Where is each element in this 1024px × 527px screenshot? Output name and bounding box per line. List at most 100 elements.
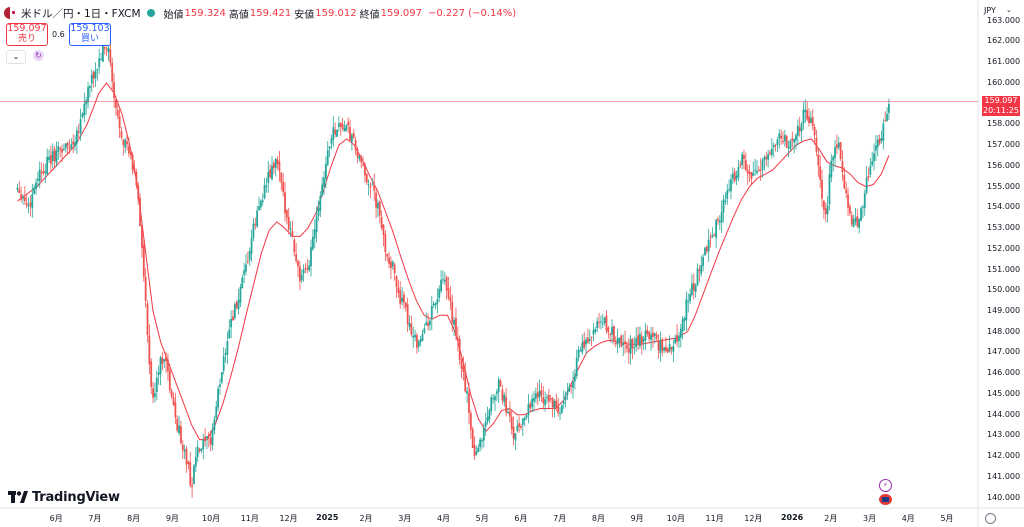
candle bbox=[75, 126, 78, 154]
candle-body bbox=[865, 177, 868, 193]
candle-body bbox=[280, 172, 283, 183]
currency-chevron-icon[interactable]: ⌄ bbox=[1006, 6, 1012, 14]
candle bbox=[516, 419, 519, 433]
candle-body bbox=[765, 156, 768, 159]
event-flag-icon[interactable] bbox=[879, 494, 892, 505]
candle-body bbox=[813, 126, 816, 136]
candle-body bbox=[263, 185, 266, 199]
candle bbox=[607, 325, 610, 339]
candle-body bbox=[531, 398, 534, 407]
candle bbox=[843, 167, 846, 190]
candle bbox=[655, 331, 658, 342]
candle-body bbox=[774, 145, 777, 147]
candle bbox=[763, 155, 766, 171]
refresh-icon[interactable]: ↻ bbox=[33, 50, 44, 61]
candle-body bbox=[337, 123, 340, 127]
symbol-title[interactable]: 米ドル／円・1日・FXCM bbox=[21, 7, 141, 20]
candle-body bbox=[572, 381, 574, 388]
candle-body bbox=[672, 346, 675, 352]
candle bbox=[804, 99, 807, 123]
price-tick-label: 150.000 bbox=[987, 285, 1021, 295]
candle bbox=[694, 283, 697, 298]
candle bbox=[207, 431, 210, 448]
candle bbox=[750, 171, 753, 186]
settings-icon[interactable] bbox=[985, 513, 996, 524]
candle bbox=[672, 339, 675, 363]
candle-body bbox=[404, 302, 407, 308]
candle-body bbox=[313, 229, 316, 239]
candle-body bbox=[566, 391, 569, 395]
buy-button[interactable]: 159.103 買い bbox=[69, 23, 111, 46]
candle bbox=[488, 408, 491, 424]
chevron-down-icon[interactable]: ⌄ bbox=[6, 50, 26, 64]
candle-body bbox=[271, 165, 273, 180]
candle-body bbox=[421, 333, 424, 341]
candle-body bbox=[501, 389, 504, 401]
candle bbox=[529, 400, 532, 411]
candle-body bbox=[213, 419, 216, 431]
price-tick-label: 140.000 bbox=[987, 492, 1021, 502]
candle-body bbox=[499, 380, 502, 387]
candle bbox=[317, 200, 320, 221]
time-tick-label: 6月 bbox=[49, 514, 63, 523]
candle-body bbox=[888, 104, 890, 113]
candle-body bbox=[479, 439, 482, 448]
candle-body bbox=[609, 334, 612, 336]
candle bbox=[31, 183, 34, 218]
time-tick-label: 10月 bbox=[201, 514, 221, 523]
candle-body bbox=[468, 392, 470, 413]
candle-body bbox=[341, 123, 344, 129]
candle-body bbox=[466, 391, 469, 394]
close-label: 終値 bbox=[359, 9, 380, 21]
candle bbox=[168, 364, 171, 394]
candle-body bbox=[384, 234, 387, 252]
candle-body bbox=[631, 338, 634, 349]
candle bbox=[42, 163, 45, 176]
candle bbox=[155, 370, 158, 401]
candle bbox=[404, 301, 407, 312]
candle bbox=[40, 162, 43, 181]
candle bbox=[867, 167, 870, 182]
axis-currency[interactable]: JPY bbox=[984, 6, 996, 15]
candle bbox=[66, 141, 69, 155]
candle-body bbox=[830, 160, 833, 178]
bolt-icon[interactable]: ⚡ bbox=[879, 479, 892, 492]
candle-body bbox=[700, 265, 703, 274]
candle bbox=[308, 260, 311, 272]
candle-body bbox=[778, 133, 781, 139]
price-tick-label: 148.000 bbox=[987, 326, 1021, 336]
candle bbox=[284, 182, 286, 222]
candle-body bbox=[802, 109, 805, 124]
candle bbox=[74, 135, 76, 151]
candle bbox=[627, 338, 630, 364]
candle bbox=[380, 210, 383, 231]
candle bbox=[757, 165, 760, 172]
candle-body bbox=[763, 157, 766, 161]
candle bbox=[888, 98, 890, 121]
candle-body bbox=[224, 353, 227, 356]
candle-body bbox=[570, 384, 573, 387]
price-tick-label: 147.000 bbox=[987, 347, 1021, 357]
candle bbox=[869, 157, 872, 178]
candle-body bbox=[310, 247, 312, 267]
candle bbox=[406, 297, 409, 333]
sell-button[interactable]: 159.097 売り bbox=[6, 23, 48, 46]
candle bbox=[746, 164, 749, 185]
candle-body bbox=[462, 366, 465, 372]
candle bbox=[120, 127, 123, 140]
candle-body bbox=[824, 208, 827, 214]
candle bbox=[408, 315, 411, 331]
candle-body bbox=[83, 103, 86, 116]
logo-text: TradingView bbox=[32, 489, 120, 505]
candle bbox=[94, 62, 97, 87]
candle-body bbox=[395, 276, 398, 288]
candle bbox=[614, 336, 617, 348]
price-tick-label: 156.000 bbox=[987, 160, 1021, 170]
tradingview-logo[interactable]: TradingView bbox=[8, 488, 120, 506]
time-tick-label: 7月 bbox=[553, 514, 567, 523]
candle-body bbox=[484, 421, 487, 427]
candle bbox=[128, 137, 130, 158]
candle bbox=[837, 136, 840, 150]
moving-average bbox=[17, 82, 890, 441]
